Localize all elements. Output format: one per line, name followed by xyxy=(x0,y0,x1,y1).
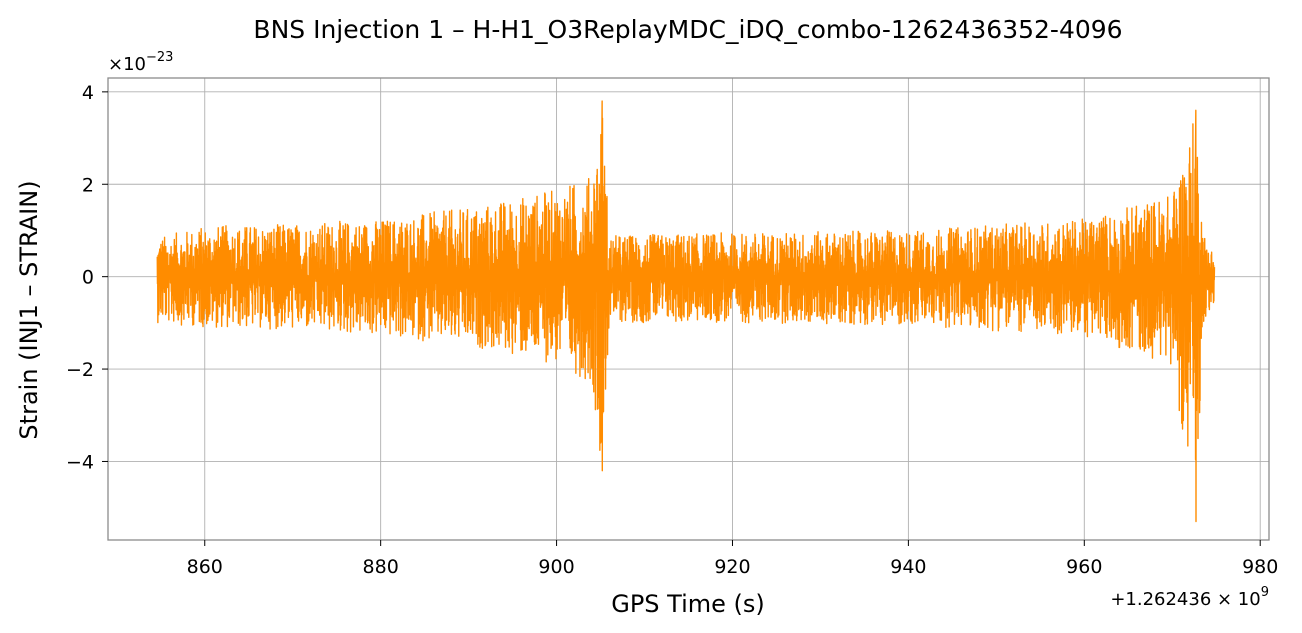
x-tick-label: 960 xyxy=(1066,556,1102,578)
x-offset-label: +1.262436 × 109 xyxy=(1110,585,1269,610)
y-scale-label: ×10−23 xyxy=(108,50,173,75)
x-tick-label: 860 xyxy=(187,556,223,578)
y-axis-ticks: 4 2 0 −2 −4 xyxy=(66,82,108,473)
y-tick-label: 2 xyxy=(82,174,94,196)
x-axis-label: GPS Time (s) xyxy=(611,590,765,618)
x-tick-label: 980 xyxy=(1242,556,1278,578)
y-tick-label: 0 xyxy=(82,267,94,289)
plot-frame xyxy=(107,77,1270,541)
y-tick-label: −2 xyxy=(66,359,94,381)
chart-title: BNS Injection 1 – H-H1_O3ReplayMDC_iDQ_c… xyxy=(253,15,1122,44)
x-tick-label: 880 xyxy=(363,556,399,578)
y-tick-label: −4 xyxy=(66,451,94,473)
data-series-group xyxy=(156,100,1216,523)
x-tick-label: 920 xyxy=(714,556,750,578)
x-offset-exponent: 9 xyxy=(1261,585,1269,600)
x-axis-ticks: 860 880 900 920 940 960 980 xyxy=(187,540,1278,578)
y-tick-label: 4 xyxy=(82,82,94,104)
y-axis-label: Strain (INJ1 – STRAIN) xyxy=(15,180,43,439)
x-tick-label: 940 xyxy=(890,556,926,578)
series-strain-line xyxy=(156,100,1216,523)
x-tick-label: 900 xyxy=(538,556,574,578)
x-offset-base: +1.262436 × 10 xyxy=(1110,589,1260,610)
y-scale-base: ×10 xyxy=(108,54,146,75)
y-scale-exponent: −23 xyxy=(146,50,173,65)
